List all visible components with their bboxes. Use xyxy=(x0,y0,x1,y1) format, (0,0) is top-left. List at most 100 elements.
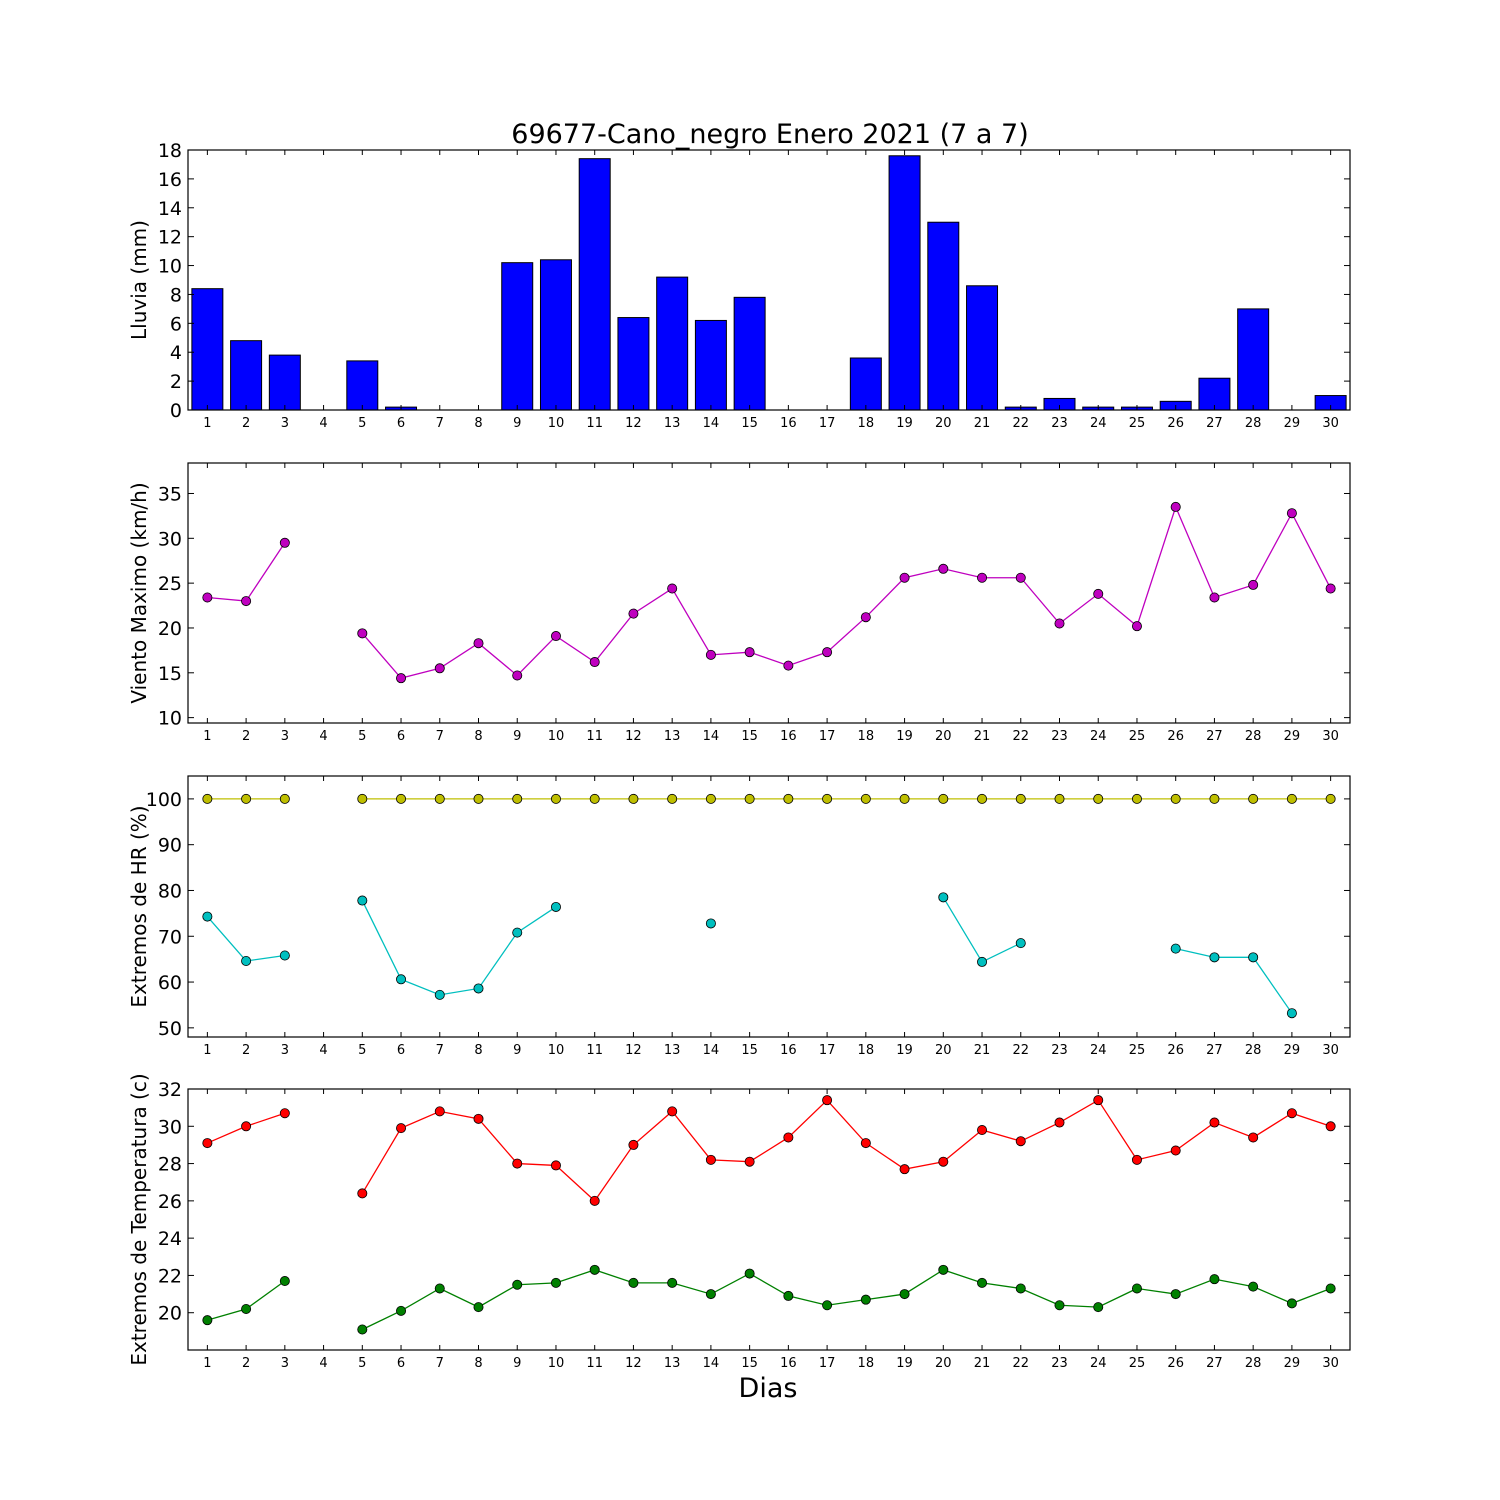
series-1-point-day-13 xyxy=(667,1277,678,1288)
series-1-point-day-25 xyxy=(1131,1283,1142,1294)
series-1-point-day-2 xyxy=(241,1303,252,1314)
series-0-point-day-24 xyxy=(1093,1095,1104,1106)
x-tick-label: 14 xyxy=(703,1043,720,1058)
x-tick-label: 6 xyxy=(397,729,405,744)
y-tick-label: 50 xyxy=(158,1018,182,1040)
series-0-point-day-25 xyxy=(1131,1154,1142,1165)
x-tick-label: 1 xyxy=(203,416,211,431)
x-tick-label: 12 xyxy=(625,1043,642,1058)
hr-y-axis-label: Extremos de HR (%) xyxy=(127,805,151,1007)
x-tick-label: 15 xyxy=(741,416,758,431)
x-tick-label: 15 xyxy=(741,729,758,744)
series-1-point-day-20 xyxy=(938,892,949,903)
series-0-point-day-21 xyxy=(977,572,988,583)
bar-day-9 xyxy=(501,262,534,411)
bar-day-2 xyxy=(230,340,263,411)
x-tick-label: 26 xyxy=(1167,1356,1184,1371)
y-tick-label: 6 xyxy=(170,313,182,335)
lluvia-y-ticks: 0 2 4 6 8 10 12 14 16 18 xyxy=(158,140,1350,422)
series-0-point-day-18 xyxy=(860,793,871,804)
y-tick-label: 2 xyxy=(170,371,182,393)
x-tick-label: 29 xyxy=(1284,416,1301,431)
y-tick-label: 4 xyxy=(170,342,182,364)
series-0-point-day-18 xyxy=(860,612,871,623)
x-tick-label: 20 xyxy=(935,416,952,431)
series-0-point-day-17 xyxy=(822,1095,833,1106)
series-1-point-day-8 xyxy=(473,1302,484,1313)
series-0-point-day-8 xyxy=(473,638,484,649)
y-tick-label: 15 xyxy=(158,663,182,685)
series-1-point-day-8 xyxy=(473,983,484,994)
series-1-point-day-12 xyxy=(628,1277,639,1288)
x-tick-label: 17 xyxy=(819,729,836,744)
hr-y-ticks: 50 60 70 80 90 100 xyxy=(146,789,1350,1040)
y-tick-label: 20 xyxy=(158,1303,182,1325)
bar-day-5 xyxy=(346,360,379,411)
x-tick-label: 25 xyxy=(1129,1043,1146,1058)
x-tick-label: 23 xyxy=(1051,1356,1068,1371)
series-1-point-day-28 xyxy=(1248,1281,1259,1292)
series-1-point-day-19 xyxy=(899,1289,910,1300)
series-0-point-day-30 xyxy=(1325,793,1336,804)
series-1-point-day-3 xyxy=(279,950,290,961)
x-tick-label: 16 xyxy=(780,1356,797,1371)
x-tick-label: 13 xyxy=(664,729,681,744)
series-0-point-day-18 xyxy=(860,1138,871,1149)
y-tick-label: 14 xyxy=(158,198,182,220)
viento-y-axis-label: Viento Maximo (km/h) xyxy=(127,482,151,703)
series-1-point-day-15 xyxy=(744,1268,755,1279)
series-1-point-day-5 xyxy=(357,895,368,906)
series-0-point-day-6 xyxy=(396,793,407,804)
x-tick-label: 22 xyxy=(1012,729,1029,744)
series-1-point-day-1 xyxy=(202,911,213,922)
x-tick-label: 28 xyxy=(1245,416,1262,431)
series-0-line xyxy=(207,542,286,602)
x-tick-label: 12 xyxy=(625,729,642,744)
x-tick-label: 13 xyxy=(664,1043,681,1058)
series-0-point-day-12 xyxy=(628,793,639,804)
series-0-point-day-9 xyxy=(512,670,523,681)
series-0-point-day-26 xyxy=(1170,1145,1181,1156)
lluvia-x-ticks: 1 2 3 4 5 6 7 8 9 10 11 12 13 14 15 16 17 18 19 20 21 22 23 24 2… xyxy=(203,150,1339,431)
series-1-point-day-24 xyxy=(1093,1302,1104,1313)
series-0-point-day-27 xyxy=(1209,592,1220,603)
series-0-point-day-14 xyxy=(705,649,716,660)
y-tick-label: 16 xyxy=(158,169,182,191)
x-tick-label: 3 xyxy=(281,1356,289,1371)
x-tick-label: 27 xyxy=(1206,1356,1223,1371)
x-tick-label: 18 xyxy=(858,729,875,744)
x-tick-label: 20 xyxy=(935,1043,952,1058)
bar-day-13 xyxy=(656,276,689,411)
hr-series xyxy=(202,793,1336,1019)
series-1-point-day-9 xyxy=(512,927,523,938)
x-tick-label: 3 xyxy=(281,729,289,744)
series-1-line xyxy=(942,897,1022,963)
x-tick-label: 11 xyxy=(586,729,603,744)
x-tick-label: 24 xyxy=(1090,1356,1107,1371)
x-tick-label: 12 xyxy=(625,416,642,431)
x-tick-label: 27 xyxy=(1206,416,1223,431)
x-tick-label: 24 xyxy=(1090,729,1107,744)
series-1-line xyxy=(1175,947,1293,1014)
series-0-point-day-15 xyxy=(744,647,755,658)
series-1-point-day-3 xyxy=(279,1276,290,1287)
series-0-point-day-11 xyxy=(589,793,600,804)
x-tick-label: 17 xyxy=(819,1356,836,1371)
temperatura-x-ticks: 1 2 3 4 5 6 7 8 9 10 11 12 13 14 15 16 17 18 19 20 21 22 23 24 2… xyxy=(203,1089,1339,1371)
series-0-point-day-23 xyxy=(1054,1117,1065,1128)
series-1-point-day-30 xyxy=(1325,1283,1336,1294)
x-tick-label: 9 xyxy=(513,729,521,744)
chart-title: 69677-Cano_negro Enero 2021 (7 a 7) xyxy=(511,119,1028,150)
series-0-point-day-19 xyxy=(899,793,910,804)
x-tick-label: 26 xyxy=(1167,729,1184,744)
x-tick-label: 28 xyxy=(1245,1356,1262,1371)
series-1-point-day-20 xyxy=(938,1264,949,1275)
x-tick-label: 8 xyxy=(474,1356,482,1371)
hr-x-ticks: 1 2 3 4 5 6 7 8 9 10 11 12 13 14 15 16 17 18 19 20 21 22 23 24 2… xyxy=(203,776,1339,1058)
y-tick-label: 30 xyxy=(158,1116,182,1138)
series-1-point-day-23 xyxy=(1054,1300,1065,1311)
bar-day-27 xyxy=(1198,377,1231,411)
x-tick-label: 15 xyxy=(741,1043,758,1058)
series-1-line xyxy=(206,916,285,962)
x-tick-label: 29 xyxy=(1284,729,1301,744)
